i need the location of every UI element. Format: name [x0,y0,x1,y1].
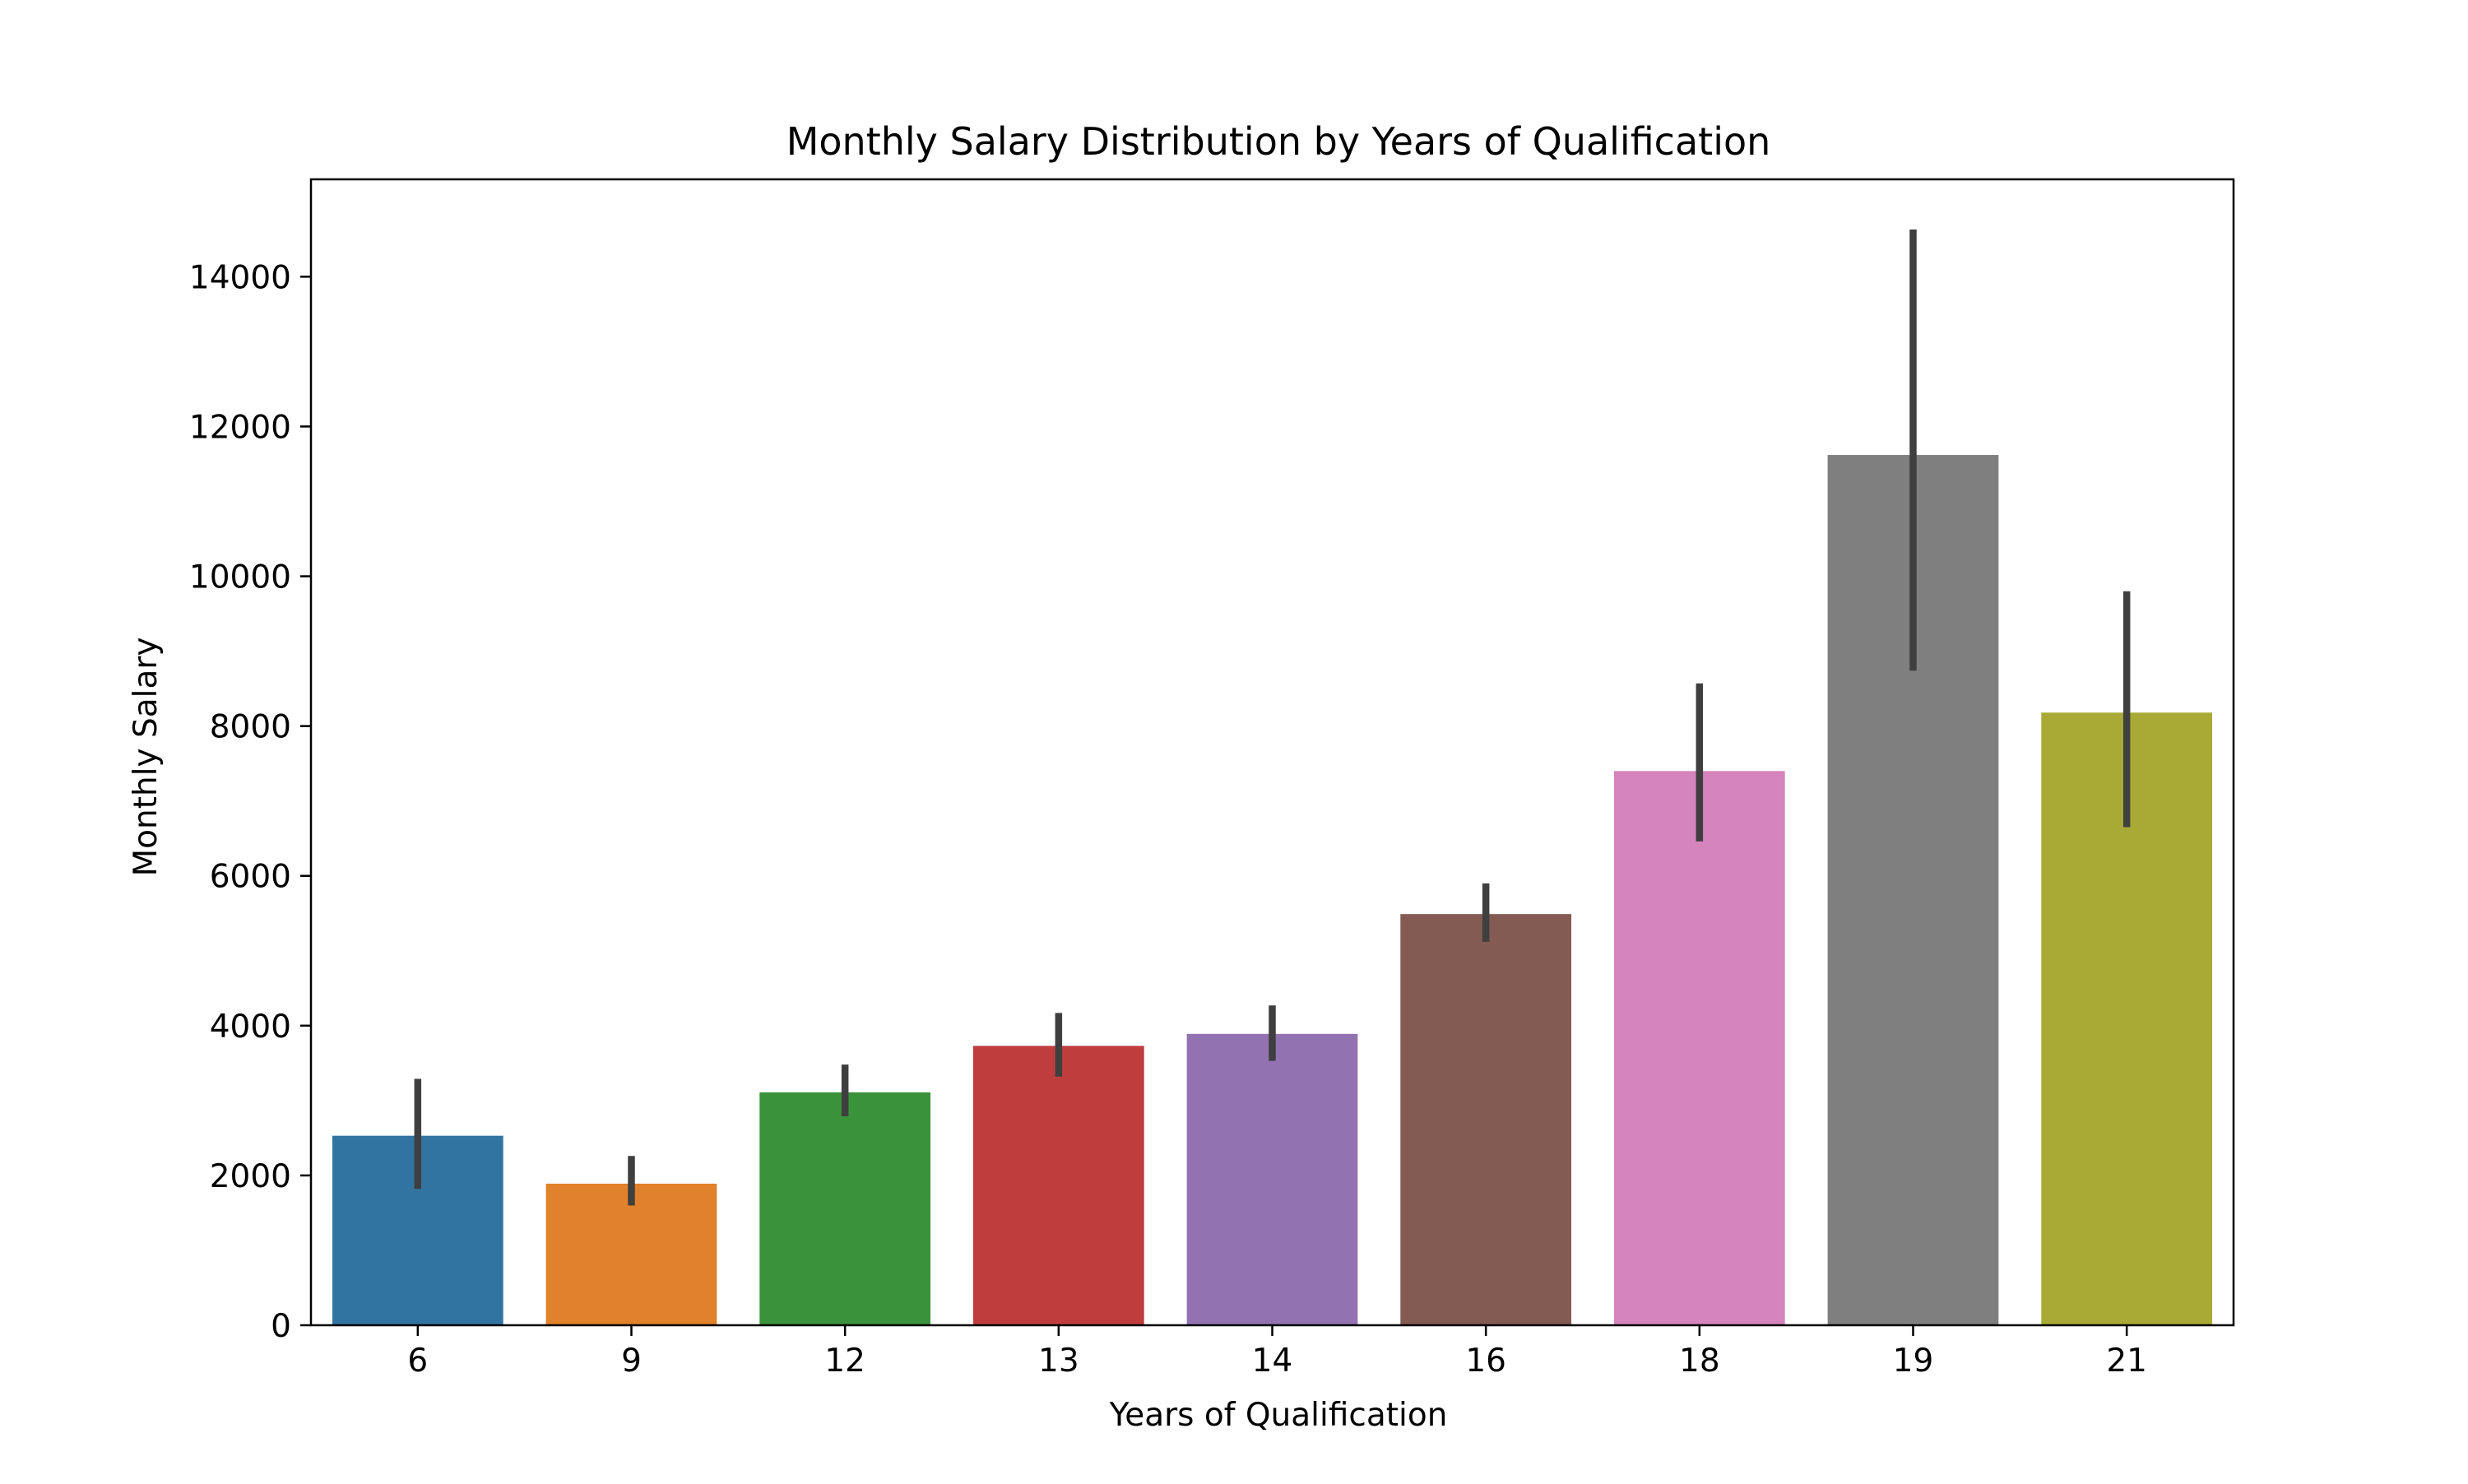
y-tick-label: 10000 [189,559,291,596]
x-tick-label: 16 [1465,1343,1506,1380]
x-tick-label: 9 [621,1343,642,1380]
x-axis-label: Years of Qualification [1109,1397,1448,1434]
bar-16 [1400,914,1572,1325]
plot-area: 0 2000 4000 6000 8000 10000 12000 14000 6 9 12 13 14… [189,178,2235,1380]
x-tick-label: 18 [1679,1343,1720,1380]
bar-14 [1186,1033,1358,1325]
x-tick-label: 6 [407,1343,428,1380]
y-tick-label: 12000 [189,409,291,446]
y-tick-label: 6000 [210,859,291,896]
x-tick-label: 12 [824,1343,865,1380]
bar-18 [1613,771,1785,1325]
bar-9 [545,1183,717,1325]
y-tick-label: 14000 [189,259,291,296]
y-tick-label: 0 [271,1308,291,1345]
x-tick-label: 21 [2106,1343,2147,1380]
bar-12 [759,1092,931,1325]
chart-title: Monthly Salary Distribution by Years of … [786,119,1771,164]
x-tick-label: 19 [1893,1343,1934,1380]
y-tick-label: 8000 [210,709,291,746]
y-axis-label: Monthly Salary [128,637,165,876]
bar-13 [972,1046,1144,1325]
y-tick-label: 2000 [210,1158,291,1195]
x-tick-label: 13 [1038,1343,1079,1380]
x-tick-label: 14 [1252,1343,1293,1380]
y-tick-label: 4000 [210,1009,291,1046]
